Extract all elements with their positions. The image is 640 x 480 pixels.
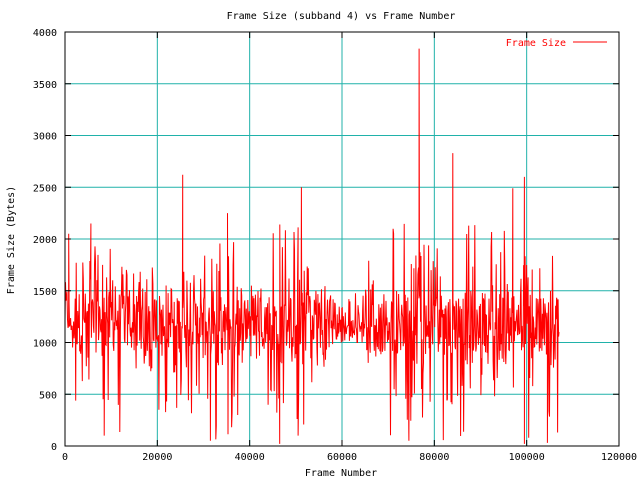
legend-label: Frame Size	[506, 38, 566, 49]
x-axis: 0 20000 40000 60000 80000 100000 120000	[62, 32, 637, 463]
plot-area	[64, 48, 560, 444]
legend: Frame Size	[506, 38, 607, 49]
y-tick-label: 1500	[33, 287, 57, 298]
grid	[65, 32, 619, 446]
y-axis-label: Frame Size (Bytes)	[6, 186, 17, 294]
y-tick-label: 500	[39, 390, 57, 401]
x-tick-label: 0	[62, 452, 68, 463]
y-tick-label: 0	[51, 442, 57, 453]
chart-title: Frame Size (subband 4) vs Frame Number	[227, 11, 456, 22]
x-tick-label: 20000	[142, 452, 172, 463]
y-tick-label: 2000	[33, 235, 57, 246]
y-tick-label: 4000	[33, 28, 57, 39]
x-tick-label: 40000	[235, 452, 265, 463]
x-tick-label: 100000	[509, 452, 545, 463]
x-tick-label: 80000	[419, 452, 449, 463]
x-axis-label: Frame Number	[305, 468, 377, 479]
y-tick-label: 3000	[33, 132, 57, 143]
series-line-frame-size	[64, 48, 560, 444]
y-axis: 0 500 1000 1500 2000 2500 3000 3500 4000	[33, 28, 619, 453]
x-tick-label: 60000	[327, 452, 357, 463]
x-tick-label: 120000	[601, 452, 637, 463]
y-tick-label: 2500	[33, 183, 57, 194]
y-tick-label: 1000	[33, 339, 57, 350]
y-tick-label: 3500	[33, 80, 57, 91]
